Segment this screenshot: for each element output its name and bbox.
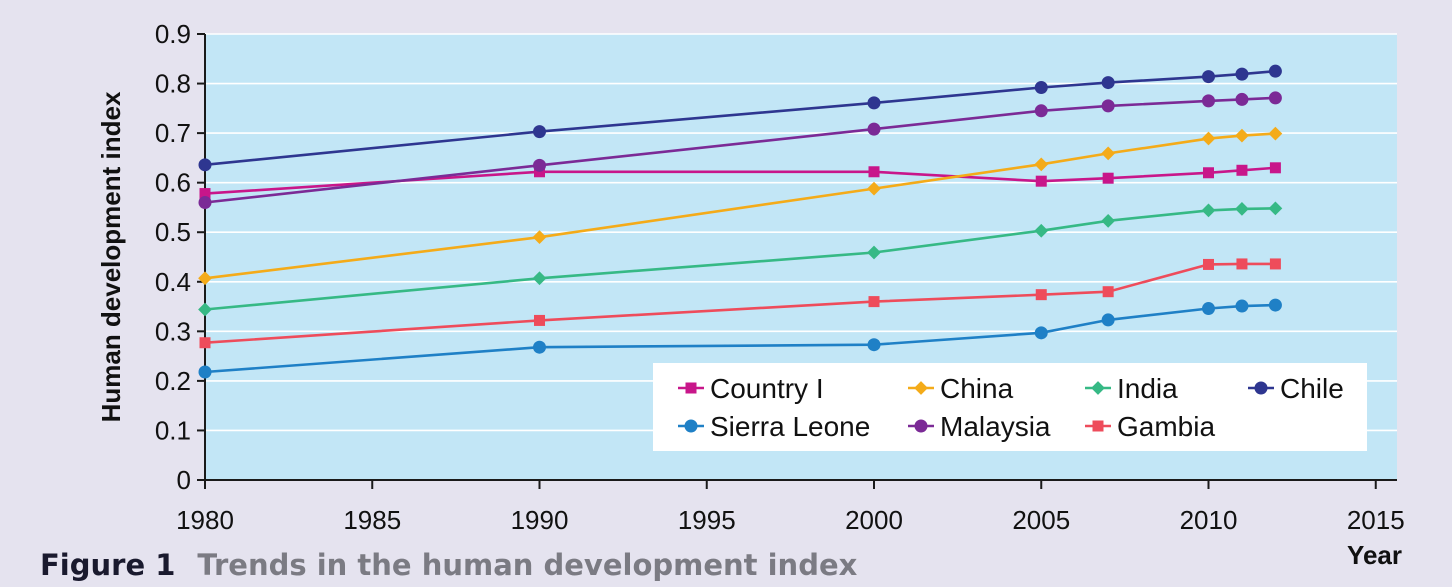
legend-marker-malaysia [914, 419, 928, 433]
data-point-gambia [534, 314, 545, 326]
data-point-india [198, 302, 212, 317]
y-tick-label: 0.6 [155, 168, 191, 198]
legend-marker-chile [1254, 381, 1268, 395]
y-tick-label: 0 [177, 465, 191, 495]
legend-box [653, 363, 1367, 451]
legend-marker-china [914, 381, 928, 395]
data-point-sierra-leone [867, 338, 881, 352]
legend-label-chile: Chile [1280, 373, 1344, 404]
figure-caption: Figure 1 Trends in the human development … [40, 548, 857, 582]
data-point-sierra-leone [1034, 326, 1048, 340]
y-tick-label: 0.3 [155, 316, 191, 346]
legend-marker-country-i [685, 382, 697, 394]
data-point-sierra-leone [1202, 302, 1215, 316]
y-tick-label: 0.5 [155, 217, 191, 247]
data-point-china [1034, 157, 1049, 172]
data-point-gambia [868, 296, 880, 308]
legend-label-china: China [940, 373, 1014, 404]
x-tick-label: 2000 [845, 505, 903, 535]
data-point-china [1101, 146, 1116, 161]
data-point-gambia [1236, 258, 1248, 270]
data-point-india [1201, 203, 1216, 218]
data-point-china [532, 230, 547, 245]
y-tick-label: 0.2 [155, 366, 191, 396]
data-point-country-i [1102, 172, 1114, 184]
data-point-india [532, 271, 547, 286]
data-point-gambia [1203, 258, 1214, 270]
series-line-country-i [204, 166, 1276, 195]
data-point-china [198, 271, 212, 286]
data-point-india [1101, 213, 1116, 228]
data-point-country-i [199, 188, 211, 200]
data-point-chile [1268, 64, 1282, 78]
y-tick-label: 0.7 [155, 118, 191, 148]
data-point-country-i [1203, 167, 1214, 179]
data-point-sierra-leone [1101, 313, 1115, 327]
data-point-india [1034, 223, 1049, 238]
y-tick-label: 0.4 [155, 267, 191, 297]
figure-title: Trends in the human development index [197, 548, 858, 582]
x-tick-label: 1990 [511, 505, 569, 535]
x-tick-label: 1995 [678, 505, 736, 535]
data-point-malaysia [533, 158, 546, 172]
data-point-malaysia [1202, 94, 1215, 108]
x-tick-label: 2005 [1012, 505, 1070, 535]
x-axis-title: Year [1347, 540, 1402, 570]
data-point-chile [867, 96, 881, 110]
data-point-india [1268, 201, 1283, 216]
data-point-chile [1202, 70, 1215, 84]
data-point-chile [1235, 67, 1249, 81]
data-point-malaysia [1235, 92, 1249, 106]
data-point-country-i [1269, 162, 1281, 174]
legend-marker-sierra-leone [684, 419, 698, 433]
y-tick-label: 0.8 [155, 69, 191, 99]
data-point-sierra-leone [533, 340, 546, 354]
data-point-sierra-leone [198, 365, 212, 379]
y-tick-label: 0.9 [155, 19, 191, 49]
data-point-gambia [1269, 258, 1281, 270]
data-point-china [867, 181, 881, 196]
legend-label-india: India [1117, 373, 1178, 404]
x-tick-label: 2015 [1347, 505, 1405, 535]
x-tick-label: 1980 [176, 505, 234, 535]
data-point-india [1235, 202, 1249, 216]
legend-marker-gambia [1092, 420, 1104, 432]
data-point-malaysia [1034, 104, 1048, 118]
data-point-gambia [1035, 289, 1047, 301]
data-point-sierra-leone [1235, 299, 1249, 313]
data-point-chile [533, 125, 546, 139]
data-point-country-i [1236, 164, 1248, 176]
y-axis-title: Human development index [96, 91, 126, 422]
data-point-sierra-leone [1268, 298, 1282, 312]
data-point-malaysia [198, 195, 212, 209]
data-point-china [1201, 131, 1216, 146]
data-point-chile [1034, 81, 1048, 95]
data-point-malaysia [867, 122, 881, 136]
x-tick-label: 2010 [1180, 505, 1238, 535]
data-point-chile [1101, 76, 1115, 90]
series-line-gambia [204, 262, 1276, 344]
figure-number: Figure 1 [40, 548, 176, 582]
legend-marker-india [1091, 381, 1105, 395]
legend-label-sierra-leone: Sierra Leone [710, 411, 870, 442]
data-point-country-i [868, 166, 880, 178]
data-point-chile [198, 158, 212, 172]
legend-label-country-i: Country I [710, 373, 824, 404]
data-point-china [1268, 126, 1283, 141]
legend-label-malaysia: Malaysia [940, 411, 1051, 442]
data-point-india [867, 245, 881, 260]
data-point-gambia [199, 337, 211, 349]
legend-label-gambia: Gambia [1117, 411, 1215, 442]
data-point-gambia [1102, 286, 1114, 298]
data-point-china [1235, 128, 1249, 143]
x-tick-label: 1985 [343, 505, 401, 535]
data-point-country-i [1035, 175, 1047, 187]
y-tick-label: 0.1 [155, 415, 191, 445]
data-point-malaysia [1268, 91, 1282, 105]
data-point-malaysia [1101, 99, 1115, 113]
